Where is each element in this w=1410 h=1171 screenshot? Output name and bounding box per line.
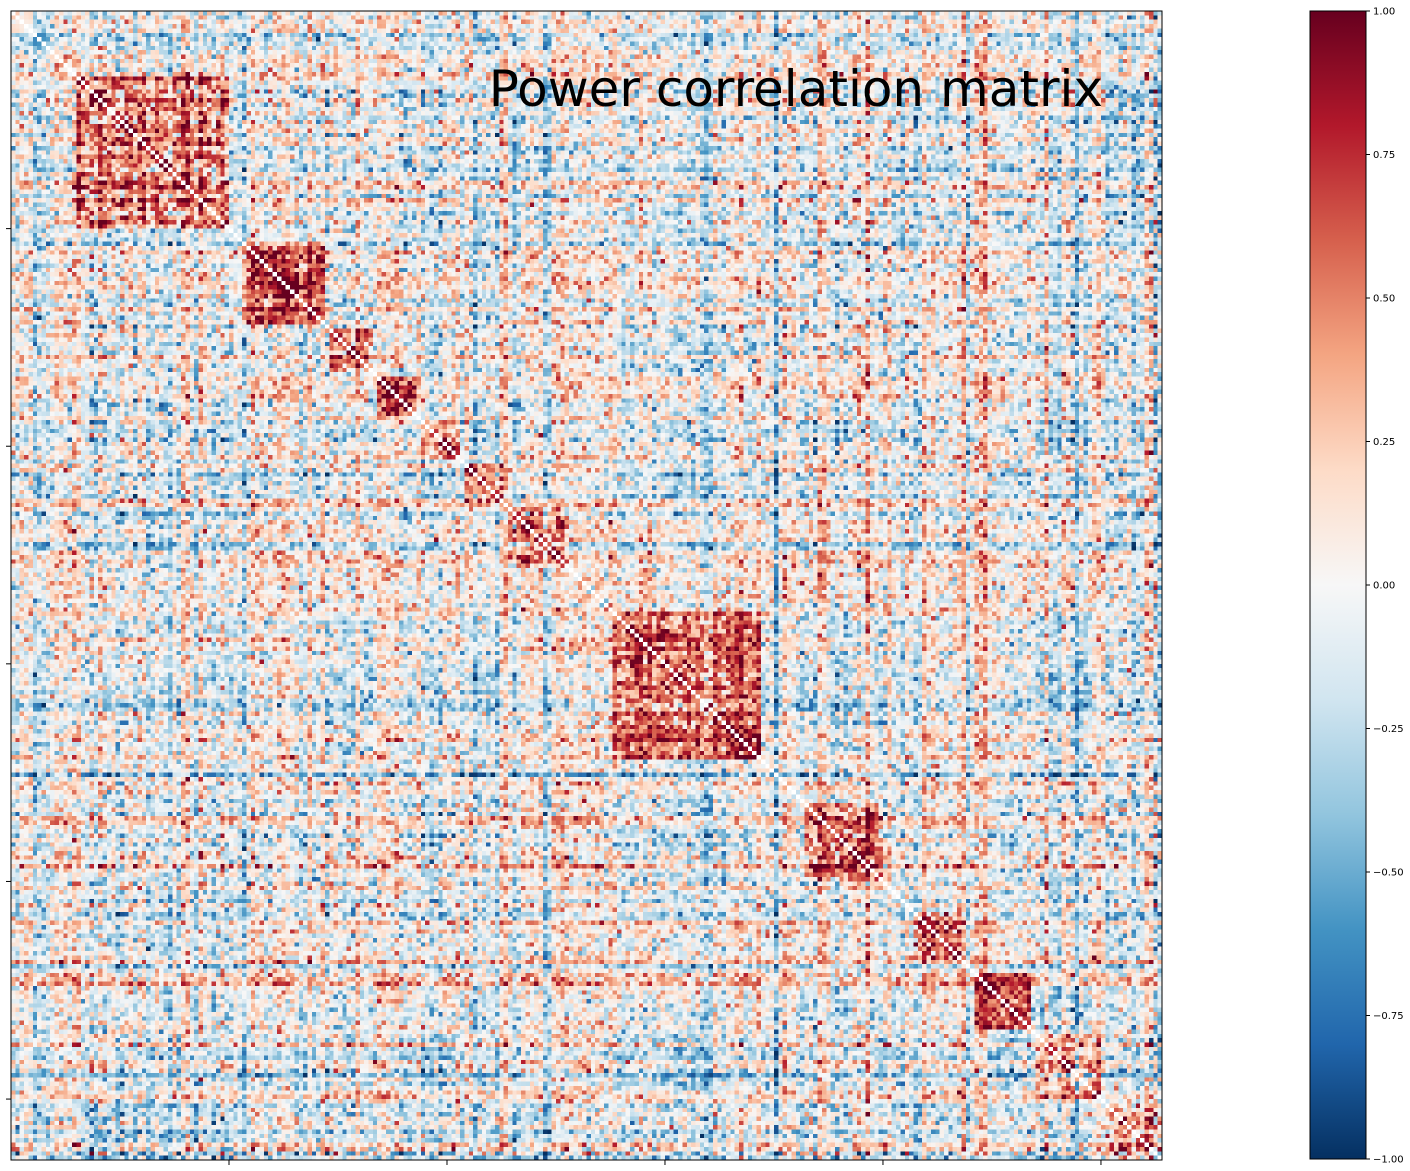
colorbar-tick-label: 1.00 (1373, 7, 1395, 18)
colorbar-tick-label: 0.25 (1373, 437, 1395, 448)
colorbar-tick-label: −0.25 (1373, 724, 1404, 735)
heatmap (11, 11, 1162, 1160)
colorbar (1309, 10, 1367, 1160)
colorbar-tick-label: −0.75 (1373, 1011, 1404, 1022)
colorbar-tick-label: 0.50 (1373, 294, 1395, 305)
colorbar-tick-label: −1.00 (1373, 1155, 1404, 1166)
chart-title: Power correlation matrix (489, 60, 1103, 118)
y-axis-ticks (6, 228, 11, 1100)
colorbar-tick-label: −0.50 (1373, 868, 1404, 879)
colorbar-tick-label: 0.75 (1373, 150, 1395, 161)
x-axis-ticks (228, 1160, 1102, 1165)
colorbar-tick-label: 0.00 (1373, 581, 1395, 592)
heatmap-frame (10, 10, 1163, 1161)
heatmap-image (11, 11, 1162, 1160)
colorbar-ticks: −1.00 −0.75 −0.50 −0.25 0.00 0.25 0.50 0.75 1.00 (1366, 7, 1404, 1166)
